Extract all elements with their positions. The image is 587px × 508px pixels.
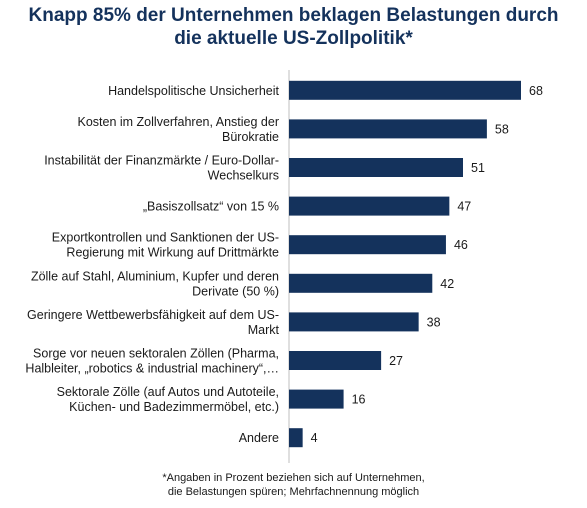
category-label-6-0: Geringere Wettbewerbsfähigkeit auf dem U…	[27, 308, 279, 322]
data-label-2: 51	[471, 161, 485, 175]
category-label-5-1: Derivate (50 %)	[192, 284, 279, 298]
footnote-line-1: *Angaben in Prozent beziehen sich auf Un…	[162, 472, 425, 484]
bar-8	[289, 389, 344, 409]
data-label-4: 46	[454, 238, 468, 252]
data-label-8: 16	[352, 393, 366, 407]
data-label-7: 27	[389, 354, 403, 368]
bar-2	[289, 158, 463, 177]
bar-1	[289, 119, 487, 139]
data-label-0: 68	[529, 84, 543, 98]
bar-7	[289, 351, 382, 370]
category-label-8-1: Küchen- und Badezimmermöbel, etc.)	[69, 400, 279, 414]
bar-0	[289, 80, 521, 100]
category-label-4-1: Regierung mit Wirkung auf Drittmärkte	[66, 246, 279, 260]
category-label-8-0: Sektorale Zölle (auf Autos und Autoteile…	[57, 385, 279, 399]
bar-4	[289, 235, 446, 255]
category-label-2-1: Wechselkurs	[208, 169, 279, 183]
data-label-1: 58	[495, 122, 509, 136]
category-label-4-0: Exportkontrollen und Sanktionen der US-	[52, 231, 279, 245]
data-label-6: 38	[427, 315, 441, 329]
bar-5	[289, 273, 433, 293]
bar-3	[289, 196, 450, 216]
footnote-line-2: die Belastungen spüren; Mehrfachnennung …	[167, 486, 420, 498]
data-label-9: 4	[311, 431, 318, 445]
footnote: *Angaben in Prozent beziehen sich auf Un…	[0, 471, 587, 499]
data-label-3: 47	[457, 200, 471, 214]
category-label-3-0: „Basiszollsatz“ von 15 %	[143, 200, 279, 214]
category-label-1-1: Bürokratie	[222, 130, 279, 144]
chart-title: Knapp 85% der Unternehmen beklagen Belas…	[0, 4, 587, 50]
category-label-2-0: Instabilität der Finanzmärkte / Euro-Dol…	[44, 154, 279, 168]
chart-title-line-2: die aktuelle US-Zollpolitik*	[174, 28, 413, 49]
data-label-5: 42	[440, 277, 454, 291]
category-label-7-0: Sorge vor neuen sektoralen Zöllen (Pharm…	[33, 347, 279, 361]
bar-6	[289, 312, 419, 332]
category-label-9-0: Andere	[239, 431, 279, 445]
category-label-6-1: Markt	[248, 323, 280, 337]
chart-title-line-1: Knapp 85% der Unternehmen beklagen Belas…	[28, 5, 559, 26]
category-label-5-0: Zölle auf Stahl, Aluminium, Kupfer und d…	[31, 269, 279, 283]
bar-9	[289, 428, 303, 448]
category-label-0-0: Handelspolitische Unsicherheit	[108, 84, 279, 98]
category-label-7-1: Halbleiter, „robotics & industrial machi…	[25, 362, 279, 376]
category-label-1-0: Kosten im Zollverfahren, Anstieg der	[78, 115, 280, 129]
